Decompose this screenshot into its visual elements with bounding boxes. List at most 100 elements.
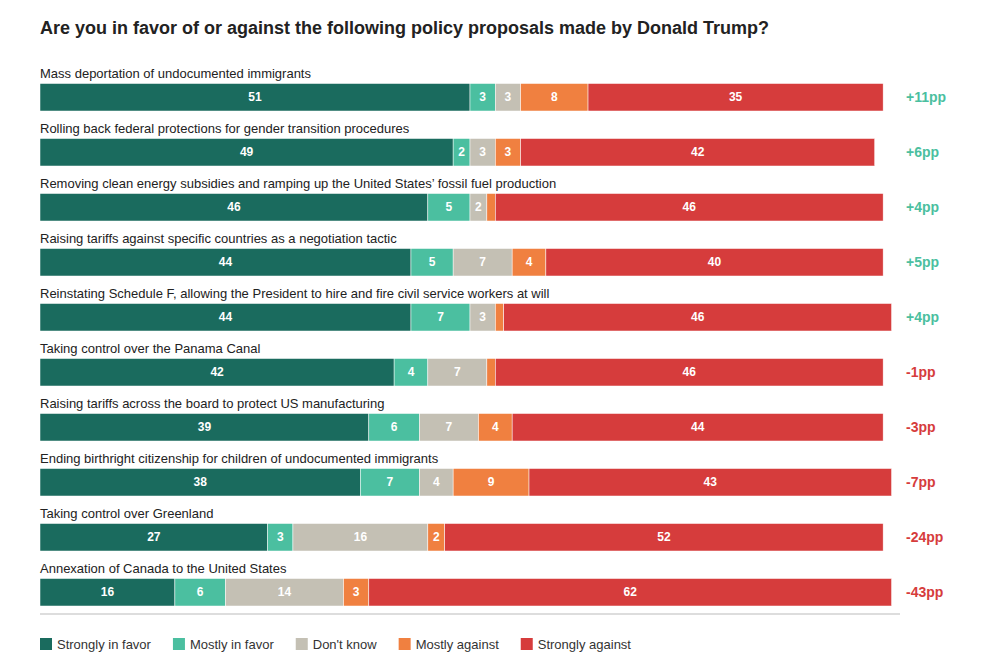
bar-segment: [268, 524, 293, 552]
chart: Are you in favor of or against the follo…: [0, 0, 1000, 666]
bar-segment: [504, 304, 892, 332]
data-label: 2: [458, 145, 465, 159]
data-label: 6: [197, 585, 204, 599]
data-label: 2: [475, 200, 482, 214]
net-label: +11pp: [906, 89, 946, 105]
data-label: 4: [408, 365, 415, 379]
data-label: 40: [708, 255, 722, 269]
legend-label: Strongly against: [538, 637, 632, 652]
data-label: 7: [437, 310, 444, 324]
data-label: 49: [240, 145, 254, 159]
bar-segment: [40, 524, 268, 552]
data-label: 16: [101, 585, 115, 599]
data-label: 4: [433, 475, 440, 489]
bar-segment: [470, 139, 495, 167]
bar-segment: [495, 359, 883, 387]
category-label: Raising tariffs against specific countri…: [40, 231, 397, 246]
data-label: 4: [492, 420, 499, 434]
legend-label: Mostly against: [416, 637, 499, 652]
data-label: 4: [526, 255, 533, 269]
net-label: -43pp: [906, 584, 943, 600]
data-label: 39: [198, 420, 212, 434]
data-label: 7: [454, 365, 461, 379]
data-label: 51: [248, 90, 262, 104]
data-label: 5: [429, 255, 436, 269]
category-label: Removing clean energy subsidies and ramp…: [40, 176, 556, 191]
legend-label: Don't know: [313, 637, 378, 652]
bar-segment: [428, 359, 487, 387]
data-label: 7: [446, 420, 453, 434]
data-label: 8: [551, 90, 558, 104]
legend-swatch: [173, 638, 185, 650]
bar-segment: [487, 359, 495, 387]
labels: Mass deportation of undocumented immigra…: [40, 66, 946, 601]
bar-segment: [344, 579, 369, 607]
bar-segment: [419, 414, 478, 442]
bar-segment: [470, 304, 495, 332]
category-label: Taking control over the Panama Canal: [40, 341, 261, 356]
category-label: Raising tariffs across the board to prot…: [40, 396, 384, 411]
legend: Strongly in favorMostly in favorDon't kn…: [40, 637, 631, 652]
data-label: 52: [657, 530, 671, 544]
data-label: 2: [433, 530, 440, 544]
bar-segment: [40, 194, 428, 222]
bar-segment: [478, 414, 512, 442]
bar-segment: [394, 359, 428, 387]
data-label: 44: [691, 420, 705, 434]
data-label: 44: [219, 255, 233, 269]
bar-segment: [411, 304, 470, 332]
bar-segment: [40, 579, 175, 607]
bar-segment: [512, 249, 546, 277]
bar-segment: [40, 84, 470, 112]
data-label: 6: [391, 420, 398, 434]
data-label: 5: [446, 200, 453, 214]
bar-segment: [495, 84, 520, 112]
data-label: 62: [624, 585, 638, 599]
bar-segment: [453, 249, 512, 277]
data-label: 46: [227, 200, 241, 214]
legend-label: Strongly in favor: [57, 637, 152, 652]
category-label: Annexation of Canada to the United State…: [40, 561, 287, 576]
data-label: 3: [479, 90, 486, 104]
bar-segment: [419, 469, 453, 497]
data-label: 9: [488, 475, 495, 489]
data-label: 3: [479, 145, 486, 159]
data-label: 3: [479, 310, 486, 324]
bar-segment: [225, 579, 343, 607]
data-label: 42: [691, 145, 705, 159]
net-label: -7pp: [906, 474, 936, 490]
bar-segment: [360, 469, 419, 497]
bar-segment: [445, 524, 883, 552]
bar-segment: [428, 524, 445, 552]
x-axis-line: [40, 614, 900, 615]
bar-segment: [512, 414, 883, 442]
bar-segment: [40, 139, 453, 167]
data-label: 3: [505, 90, 512, 104]
net-label: -3pp: [906, 419, 936, 435]
legend-swatch: [40, 638, 52, 650]
legend-swatch: [521, 638, 533, 650]
bar-segment: [487, 194, 495, 222]
net-label: -1pp: [906, 364, 936, 380]
bar-segment: [453, 139, 470, 167]
data-label: 42: [210, 365, 224, 379]
legend-swatch: [296, 638, 308, 650]
data-label: 3: [505, 145, 512, 159]
net-label: +4pp: [906, 199, 939, 215]
bars: [40, 84, 892, 607]
data-label: 44: [219, 310, 233, 324]
bar-segment: [411, 249, 453, 277]
data-label: 35: [729, 90, 743, 104]
bar-segment: [40, 304, 411, 332]
bar-segment: [293, 524, 428, 552]
category-label: Rolling back federal protections for gen…: [40, 121, 410, 136]
bar-segment: [495, 139, 520, 167]
bar-segment: [175, 579, 226, 607]
bar-segment: [495, 194, 883, 222]
category-label: Ending birthright citizenship for childr…: [40, 451, 439, 466]
data-label: 46: [683, 200, 697, 214]
category-label: Reinstating Schedule F, allowing the Pre…: [40, 286, 550, 301]
data-label: 38: [194, 475, 208, 489]
data-label: 16: [354, 530, 368, 544]
title: Are you in favor of or against the follo…: [40, 18, 769, 38]
